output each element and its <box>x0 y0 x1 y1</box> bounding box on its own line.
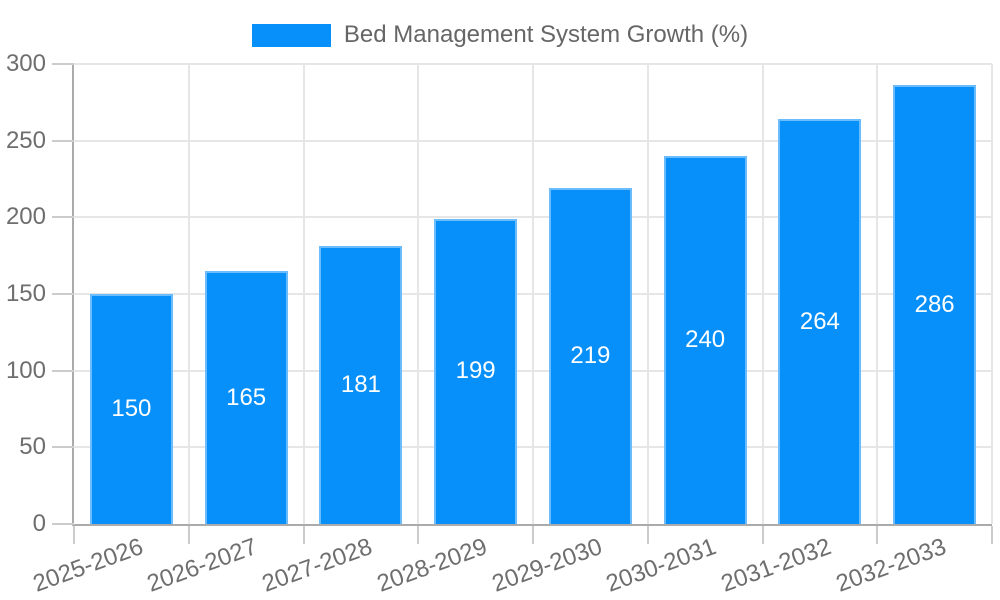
y-tick-label: 0 <box>32 510 46 537</box>
vertical-gridline <box>876 64 879 524</box>
bar[interactable] <box>663 156 747 524</box>
x-tick-mark <box>876 526 879 544</box>
bar[interactable] <box>204 271 288 524</box>
x-tick-label: 2026-2027 <box>143 533 262 598</box>
bar-value-label: 264 <box>799 307 840 335</box>
x-tick-mark <box>532 526 534 544</box>
y-tick-label: 50 <box>19 433 46 461</box>
x-tick-label: 2028-2029 <box>373 533 491 598</box>
bar[interactable] <box>434 218 518 524</box>
vertical-gridline <box>761 64 764 524</box>
vertical-gridline <box>991 64 993 524</box>
y-tick-label: 100 <box>5 356 46 384</box>
y-tick-mark <box>52 523 74 525</box>
x-tick-label: 2027-2028 <box>258 533 376 598</box>
x-tick-mark <box>417 526 420 544</box>
bar[interactable] <box>548 188 632 524</box>
x-tick-label: 2031-2032 <box>717 533 835 598</box>
bar-value-label: 199 <box>455 357 496 385</box>
x-tick-mark <box>187 526 190 544</box>
plot-area: 150 165 181 199 219 240 264 286 <box>74 63 993 524</box>
x-tick-label: 2032-2033 <box>832 533 950 598</box>
vertical-gridline <box>532 64 534 524</box>
vertical-gridline <box>187 64 190 524</box>
y-tick-mark <box>52 63 74 65</box>
y-tick-label: 300 <box>5 50 46 77</box>
x-axis-line <box>72 524 992 526</box>
bar[interactable] <box>778 119 862 524</box>
vertical-gridline <box>302 64 305 524</box>
bar-value-label: 165 <box>226 383 267 411</box>
bar[interactable] <box>89 294 173 524</box>
x-tick-mark <box>761 526 764 544</box>
bar-value-label: 286 <box>914 290 955 318</box>
legend-label: Bed Management System Growth (%) <box>343 21 749 48</box>
x-tick-mark <box>302 526 305 544</box>
y-tick-mark <box>52 293 74 295</box>
y-tick-mark <box>52 369 74 372</box>
bar[interactable] <box>319 246 403 524</box>
x-tick-label: 2025-2026 <box>29 533 147 598</box>
y-tick-label: 250 <box>5 126 46 154</box>
x-tick-label: 2030-2031 <box>602 533 721 598</box>
x-tick-mark <box>73 526 75 544</box>
legend-swatch <box>251 23 331 47</box>
y-tick-mark <box>52 216 74 219</box>
legend[interactable]: Bed Management System Growth (%) <box>0 21 1000 49</box>
x-tick-label: 2029-2030 <box>488 533 606 598</box>
x-tick-mark <box>646 526 649 544</box>
x-tick-mark <box>991 526 993 544</box>
vertical-gridline <box>417 64 420 524</box>
bar-value-label: 150 <box>111 395 152 422</box>
y-tick-label: 200 <box>5 203 46 231</box>
y-tick-label: 150 <box>5 280 46 307</box>
bar-value-label: 219 <box>570 342 611 370</box>
y-tick-mark <box>52 139 74 142</box>
vertical-gridline <box>646 64 649 524</box>
bar-value-label: 181 <box>340 371 381 399</box>
bar-value-label: 240 <box>685 326 726 353</box>
bar[interactable] <box>893 85 977 524</box>
y-tick-mark <box>52 446 74 449</box>
